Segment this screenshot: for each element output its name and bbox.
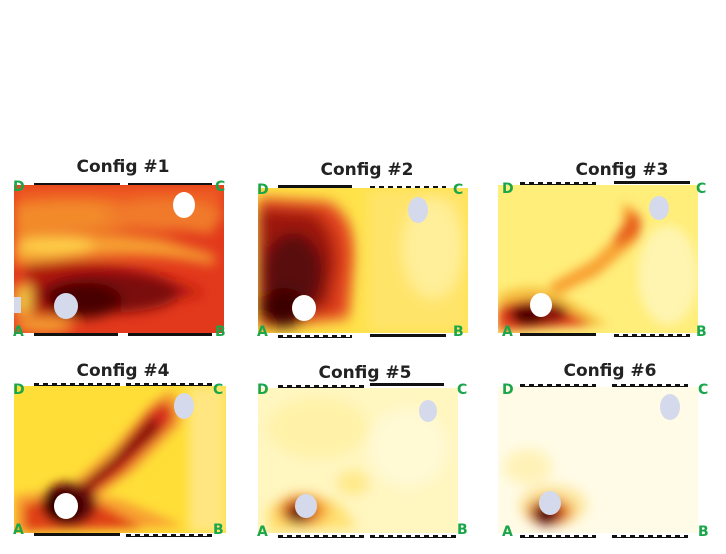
top-edge-left [34, 383, 120, 386]
corner-b-label: B [213, 522, 224, 538]
heatmap-1-graphic [14, 185, 224, 333]
bottom-edge-right [612, 535, 688, 538]
corner-b-label: B [696, 324, 707, 340]
corner-d-label: D [13, 179, 25, 195]
corner-d-label: D [257, 382, 269, 398]
heatmap-6 [498, 387, 698, 533]
bottom-edge-left [278, 335, 352, 338]
top-edge-right [612, 384, 688, 387]
corner-b-label: B [215, 324, 226, 340]
config-panel-5: Config #5 D C A B [252, 355, 482, 545]
config-panel-4: Config #4 D C A B [8, 355, 238, 545]
corner-c-label: C [453, 182, 464, 198]
bottom-edge-left [278, 535, 364, 538]
corner-a-label: A [257, 324, 268, 340]
top-edge-left [278, 385, 364, 388]
bottom-edge-right [370, 535, 456, 538]
top-edge-right [370, 383, 444, 386]
config-panel-6: Config #6 D C A B [492, 355, 722, 545]
corner-b-label: B [453, 324, 464, 340]
bottom-edge-right [128, 333, 212, 336]
corner-c-label: C [696, 181, 707, 197]
top-edge-right [614, 181, 690, 184]
top-edge-left [520, 384, 596, 387]
heatmap-2 [258, 188, 468, 333]
corner-a-label: A [257, 524, 268, 540]
corner-d-label: D [257, 182, 269, 198]
top-edge-right [128, 183, 212, 186]
heatmap-2-graphic [258, 188, 468, 333]
heatmap-4 [14, 386, 226, 533]
corner-b-label: B [457, 522, 468, 538]
panel-title: Config #4 [76, 361, 170, 381]
panel-title: Config #5 [318, 363, 412, 383]
top-edge-left [520, 182, 596, 185]
config-panel-2: Config #2 D C A B [252, 155, 482, 345]
heatmap-3-graphic [498, 185, 698, 333]
heatmap-1 [14, 185, 224, 333]
bottom-edge-left [520, 535, 596, 538]
corner-d-label: D [502, 181, 514, 197]
heatmap-5-graphic [258, 388, 458, 533]
config-panel-3: Config #3 D C A B [492, 155, 722, 345]
bottom-edge-right [614, 334, 690, 337]
config-panel-1: Config #1 D C [8, 155, 238, 345]
corner-c-label: C [213, 382, 224, 398]
heatmap-5 [258, 388, 458, 533]
corner-c-label: C [698, 382, 709, 398]
bottom-edge-right [370, 334, 446, 337]
bottom-edge-right [126, 534, 212, 537]
heatmap-6-graphic [498, 387, 698, 533]
top-edge-right [126, 383, 212, 386]
corner-d-label: D [502, 382, 514, 398]
heatmap-3 [498, 185, 698, 333]
corner-a-label: A [502, 324, 513, 340]
bottom-edge-left [520, 333, 596, 336]
top-edge-left [278, 185, 352, 188]
bottom-edge-left [34, 333, 118, 336]
corner-c-label: C [215, 179, 226, 195]
panel-title: Config #2 [320, 160, 414, 180]
corner-a-label: A [13, 324, 24, 340]
panel-title: Config #3 [575, 160, 669, 180]
panel-title: Config #6 [563, 361, 657, 381]
corner-d-label: D [13, 382, 25, 398]
corner-c-label: C [457, 382, 468, 398]
heatmap-4-graphic [14, 386, 226, 533]
corner-a-label: A [13, 522, 24, 538]
bottom-edge-left [34, 533, 120, 536]
corner-b-label: B [698, 524, 709, 540]
panel-title: Config #1 [76, 157, 170, 177]
top-edge-left [34, 183, 120, 186]
corner-a-label: A [502, 524, 513, 540]
